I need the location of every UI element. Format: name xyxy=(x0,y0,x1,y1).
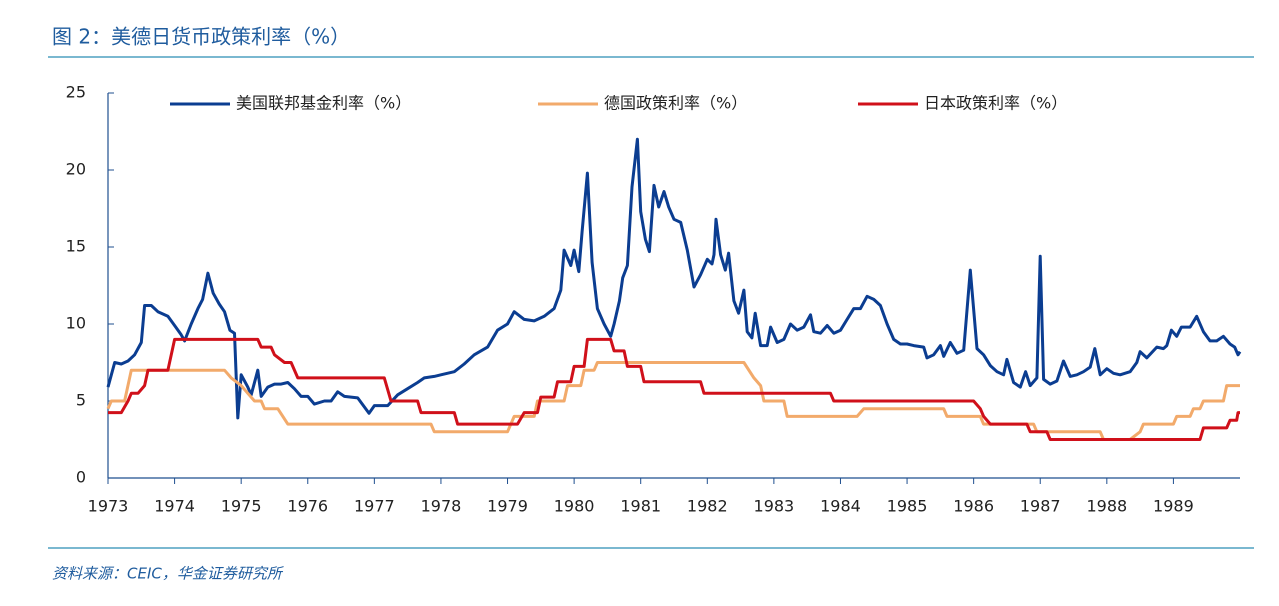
x-tick-label: 1981 xyxy=(620,497,661,516)
y-tick-label: 5 xyxy=(76,391,86,410)
x-tick-label: 1975 xyxy=(221,497,262,516)
y-tick-label: 10 xyxy=(66,314,86,333)
series-line xyxy=(108,337,1240,441)
y-tick-label: 0 xyxy=(76,468,86,487)
x-tick-label: 1979 xyxy=(487,497,528,516)
x-tick-label: 1978 xyxy=(421,497,462,516)
x-tick-label: 1984 xyxy=(820,497,861,516)
y-tick-label: 20 xyxy=(66,160,86,179)
x-tick-label: 1989 xyxy=(1153,497,1194,516)
x-tick-label: 1988 xyxy=(1086,497,1127,516)
x-tick-label: 1983 xyxy=(754,497,795,516)
chart-title: 图 2：美德日货币政策利率（%） xyxy=(52,25,350,49)
x-tick-label: 1987 xyxy=(1020,497,1061,516)
x-tick-label: 1982 xyxy=(687,497,728,516)
x-tick-label: 1977 xyxy=(354,497,395,516)
y-tick-label: 15 xyxy=(66,237,86,256)
series-line xyxy=(106,137,1242,420)
series-line xyxy=(106,361,1240,441)
legend-label: 美国联邦基金利率（%） xyxy=(236,94,411,113)
x-tick-label: 1974 xyxy=(154,497,195,516)
x-tick-label: 1976 xyxy=(287,497,328,516)
legend-label: 日本政策利率（%） xyxy=(924,94,1067,113)
x-tick-label: 1973 xyxy=(88,497,129,516)
source-note: 资料来源：CEIC，华金证券研究所 xyxy=(52,565,284,583)
x-tick-label: 1985 xyxy=(887,497,928,516)
x-tick-label: 1980 xyxy=(554,497,595,516)
y-tick-label: 25 xyxy=(66,83,86,102)
legend-label: 德国政策利率（%） xyxy=(604,94,747,113)
x-tick-label: 1986 xyxy=(953,497,994,516)
